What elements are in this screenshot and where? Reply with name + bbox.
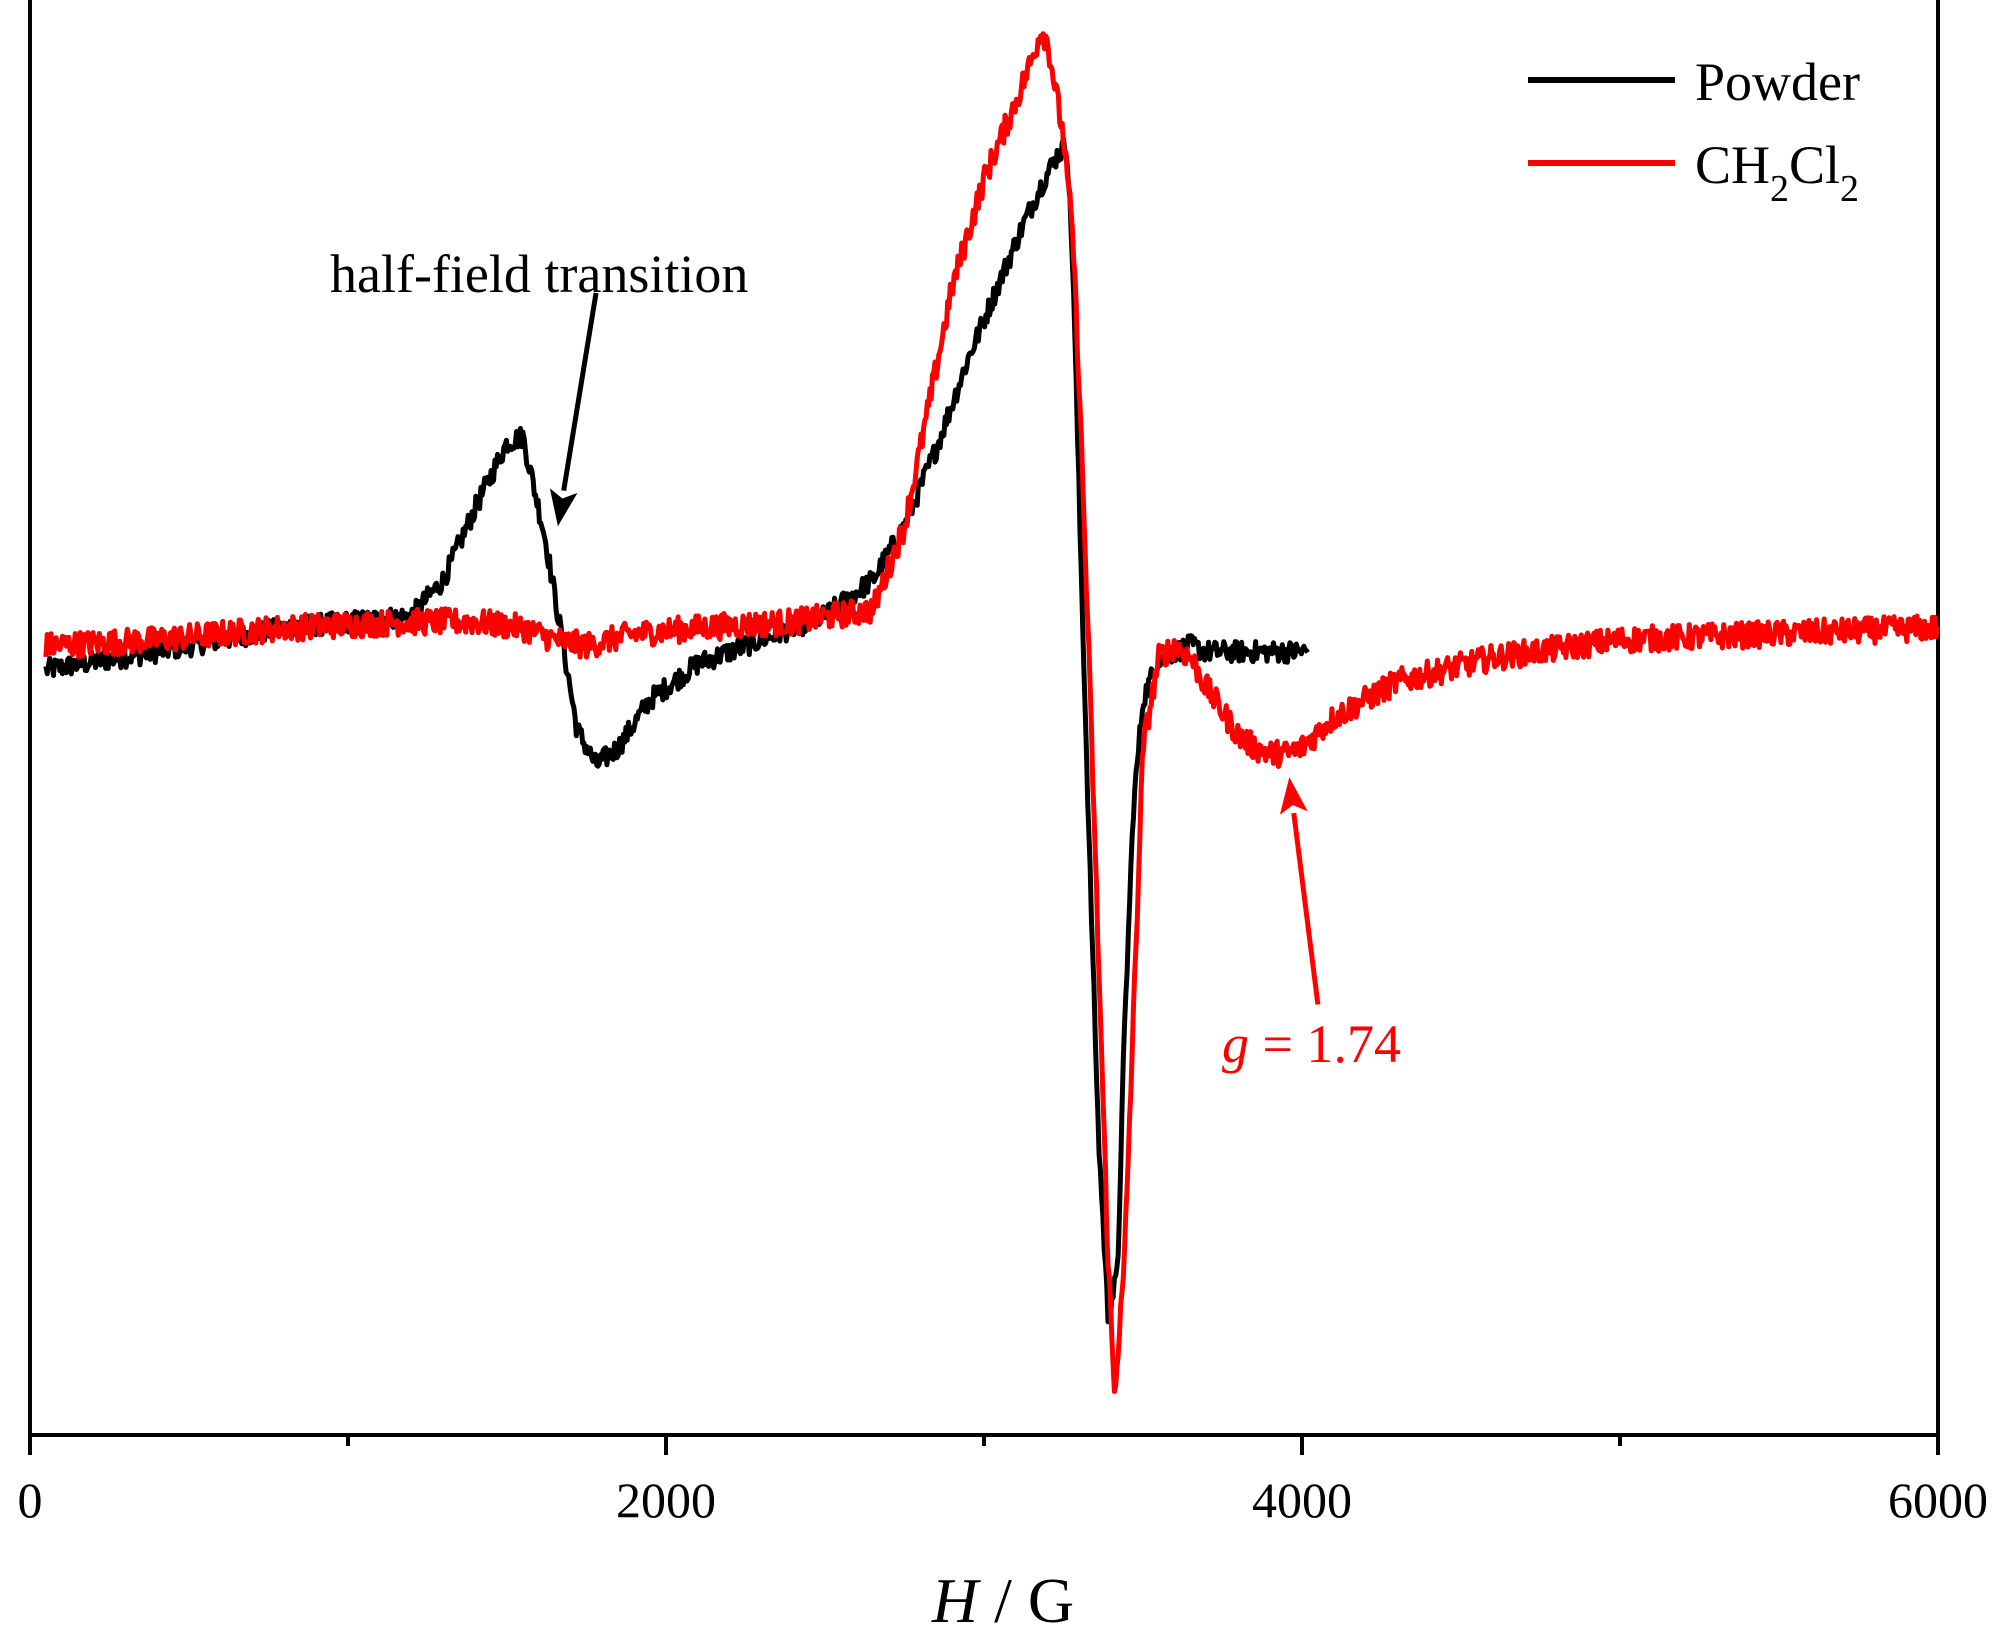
arrow-head [549, 488, 578, 527]
g-symbol: g [1222, 1014, 1249, 1074]
legend: Powder CH2Cl2 [1528, 52, 1860, 210]
arrow-shaft [561, 292, 599, 492]
arrow-shaft [1291, 812, 1321, 1005]
g-value: = 1.74 [1249, 1014, 1401, 1074]
x-tick-label: 4000 [1252, 1472, 1352, 1528]
half-field-arrow [549, 292, 599, 527]
legend-label-ch2cl2: CH2Cl2 [1695, 135, 1859, 210]
x-tick-label: 0 [18, 1472, 43, 1528]
x-axis-ticks: 0 2000 4000 6000 [18, 1435, 1988, 1528]
legend-ch2cl2-part1: CH [1695, 135, 1770, 195]
x-tick-label: 6000 [1888, 1472, 1988, 1528]
x-axis-label: H / G [931, 1565, 1074, 1636]
legend-ch2cl2-sub2: 2 [1840, 168, 1859, 210]
series-line-powder [43, 136, 1310, 1325]
plot-frame [28, 0, 1940, 1437]
g-value-annotation-label: g = 1.74 [1222, 1014, 1401, 1074]
legend-ch2cl2-sub1: 2 [1770, 168, 1789, 210]
half-field-annotation-label: half-field transition [330, 244, 748, 304]
x-tick-label: 2000 [616, 1472, 716, 1528]
legend-label-powder: Powder [1695, 52, 1860, 112]
legend-ch2cl2-part2: Cl [1789, 135, 1840, 195]
series-line-ch2cl2 [43, 31, 1940, 1394]
series-layer [43, 31, 1940, 1394]
x-axis-label-unit: / G [978, 1565, 1074, 1636]
g-value-arrow [1279, 777, 1321, 1005]
arrow-head [1279, 777, 1308, 815]
x-axis-label-symbol: H [931, 1565, 982, 1636]
